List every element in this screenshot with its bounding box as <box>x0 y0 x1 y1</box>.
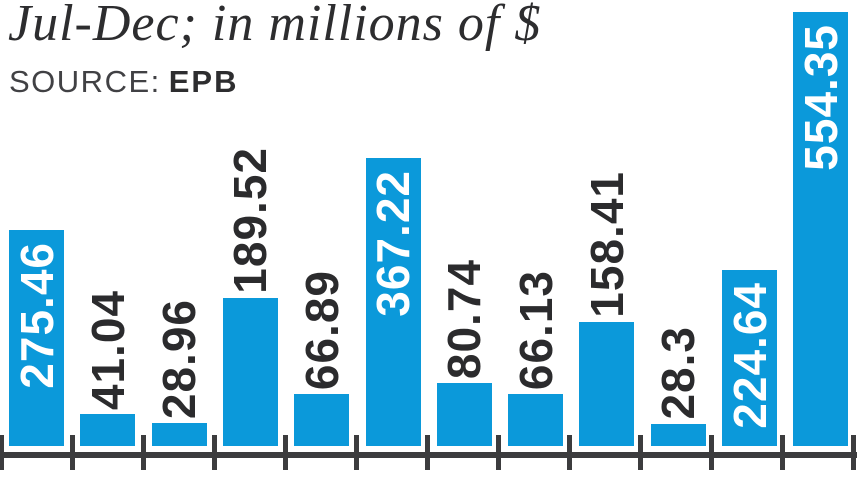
axis-tick <box>354 435 359 470</box>
axis-tick <box>496 435 501 470</box>
bar-value-label: 367.22 <box>366 170 419 317</box>
bar-value-label: 275.46 <box>10 242 63 389</box>
axis-tick <box>851 435 856 470</box>
bar <box>294 394 350 446</box>
axis-tick <box>780 435 785 470</box>
source-value: EPB <box>168 64 239 99</box>
axis-tick <box>638 435 643 470</box>
source-line: SOURCE: EPB <box>9 64 239 100</box>
bar-value-label: 28.3 <box>652 326 705 420</box>
axis-tick <box>567 435 572 470</box>
source-label: SOURCE: <box>9 64 161 99</box>
chart-title: Jul-Dec; in millions of $ <box>8 0 542 52</box>
bar <box>9 230 64 446</box>
bar <box>579 322 635 446</box>
bar-value-label: 66.89 <box>295 269 348 390</box>
axis-tick <box>0 435 4 470</box>
bar-value-label: 189.52 <box>224 147 277 294</box>
axis-tick <box>709 435 714 470</box>
bar <box>365 158 421 446</box>
axis-tick <box>141 435 146 470</box>
axis-tick <box>70 435 75 470</box>
bar <box>722 270 777 446</box>
bar <box>650 424 706 446</box>
bar <box>508 394 564 446</box>
bar <box>436 383 492 446</box>
bar-value-label: 554.35 <box>794 24 847 171</box>
bar <box>151 423 207 446</box>
bar-value-label: 80.74 <box>438 258 491 379</box>
axis-tick <box>425 435 430 470</box>
axis-tick <box>212 435 217 470</box>
bar-value-label: 158.41 <box>580 171 633 318</box>
bar-value-label: 41.04 <box>81 289 134 410</box>
bar <box>80 414 136 446</box>
bar <box>793 12 849 446</box>
bar <box>222 298 278 446</box>
bar-value-label: 224.64 <box>723 282 776 429</box>
axis-tick <box>283 435 288 470</box>
bar-value-label: 66.13 <box>509 269 562 390</box>
bar-value-label: 28.96 <box>152 298 205 419</box>
